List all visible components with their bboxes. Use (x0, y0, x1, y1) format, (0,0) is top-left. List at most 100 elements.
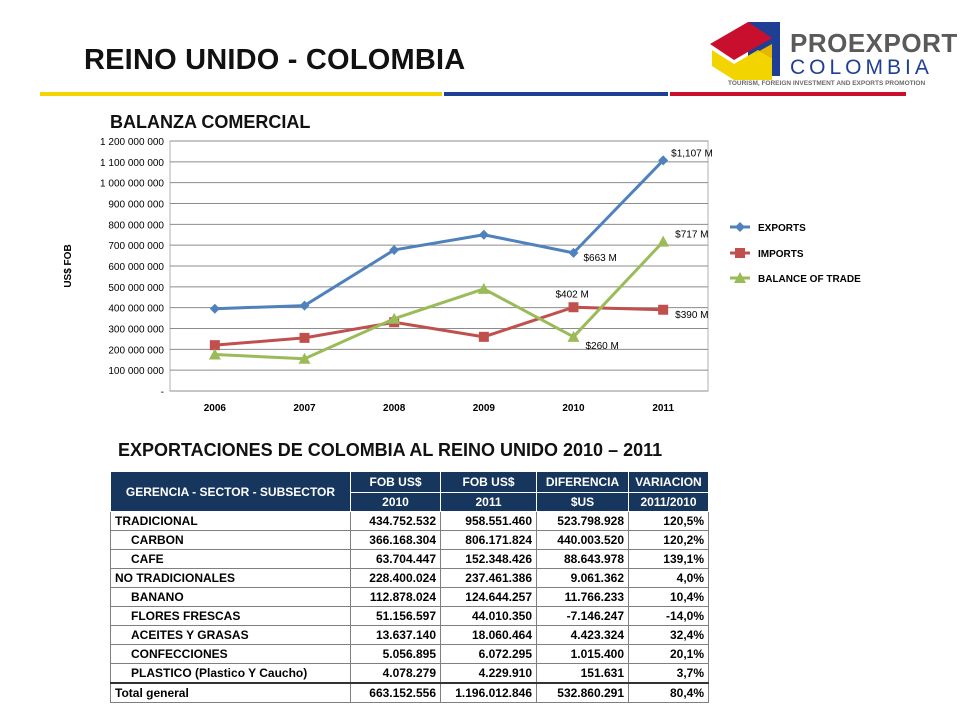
table-section-title: EXPORTACIONES DE COLOMBIA AL REINO UNIDO… (118, 440, 663, 460)
cell-variation: 10,4% (628, 587, 709, 607)
logo-text-proexport: PROEXPORT (790, 28, 958, 58)
table-row: TRADICIONAL 434.752.532 958.551.460 523.798… (110, 511, 709, 531)
cell-variation: 139,1% (628, 549, 709, 569)
y-tick-label: 100 000 000 (108, 366, 164, 377)
data-label: $402 M (556, 289, 589, 300)
y-tick-label: 800 000 000 (108, 220, 164, 231)
header-var-bottom: 2011/2010 (628, 492, 709, 512)
table-row: FLORES FRESCAS 51.156.597 44.010.350 -7.146… (110, 606, 709, 626)
header-dif-top: DIFERENCIA (536, 471, 629, 493)
header-fob2010-top: FOB US$ (350, 471, 441, 493)
data-point (568, 302, 579, 313)
cell-fob-2011: 124.644.257 (440, 587, 537, 607)
legend-marker (735, 248, 745, 258)
row-label: TRADICIONAL (110, 511, 351, 531)
table-total-row: Total general 663.152.556 1.196.012.846 532… (110, 682, 709, 703)
series-line-imports (214, 305, 664, 347)
x-tick-label: 2007 (293, 403, 316, 414)
data-point (478, 331, 489, 342)
legend-label: BALANCE OF TRADE (758, 274, 861, 285)
header-dif-bottom: $US (536, 492, 629, 512)
data-point (658, 304, 669, 315)
cell-difference: 4.423.324 (536, 625, 629, 645)
proexport-logo: PROEXPORT COLOMBIA (708, 14, 957, 90)
x-tick-label: 2008 (383, 403, 406, 414)
data-point (657, 235, 670, 247)
row-label: Total general (110, 682, 351, 703)
cell-difference: 532.860.291 (536, 682, 629, 703)
header-stripe (40, 92, 906, 96)
cell-fob-2011: 4.229.910 (440, 663, 537, 684)
row-label: BANANO (110, 587, 351, 607)
proexport-logo-mark-icon (710, 22, 780, 80)
series-line-balance-of-trade (214, 240, 665, 361)
exports-table: GERENCIA - SECTOR - SUBSECTOR FOB US$ FO… (110, 471, 709, 703)
x-tick-label: 2011 (652, 403, 674, 414)
stripe-blue (444, 92, 668, 96)
row-label: PLASTICO (Plastico Y Caucho) (110, 663, 351, 684)
data-point (478, 229, 489, 240)
cell-fob-2010: 112.878.024 (350, 587, 441, 607)
exports-table-body: TRADICIONAL 434.752.532 958.551.460 523.798… (110, 511, 709, 703)
cell-fob-2011: 1.196.012.846 (440, 682, 537, 703)
data-point (388, 312, 401, 324)
cell-difference: 11.766.233 (536, 587, 629, 607)
cell-fob-2011: 806.171.824 (440, 530, 537, 550)
stripe-yellow (40, 92, 442, 96)
cell-variation: 120,2% (628, 530, 709, 550)
cell-fob-2011: 237.461.386 (440, 568, 537, 588)
y-tick-label: 600 000 000 (108, 262, 164, 273)
logo-text-colombia: COLOMBIA (790, 56, 933, 79)
data-point (208, 348, 221, 360)
cell-difference: 440.003.520 (536, 530, 629, 550)
table-row: BANANO 112.878.024 124.644.257 11.766.233 10… (110, 587, 709, 607)
cell-fob-2010: 366.168.304 (350, 530, 441, 550)
header-sector: GERENCIA - SECTOR - SUBSECTOR (110, 471, 351, 512)
data-point (209, 340, 220, 351)
cell-difference: 523.798.928 (536, 511, 629, 531)
logo-tagline: TOURISM, FOREIGN INVESTMENT AND EXPORTS … (728, 80, 926, 87)
data-point (567, 330, 580, 342)
data-point (299, 332, 310, 343)
y-tick-label: 500 000 000 (108, 283, 164, 294)
cell-variation: 20,1% (628, 644, 709, 664)
y-tick-label: 1 000 000 000 (100, 179, 164, 190)
header-fob2010-bottom: 2010 (350, 492, 441, 512)
exports-table-container: GERENCIA - SECTOR - SUBSECTOR FOB US$ FO… (110, 471, 709, 703)
data-point (389, 244, 400, 255)
y-axis-label: US$ FOB (63, 244, 74, 287)
chart-section-title: BALANZA COMERCIAL (110, 112, 311, 132)
cell-difference: -7.146.247 (536, 606, 629, 626)
y-tick-label: 200 000 000 (108, 345, 164, 356)
cell-variation: -14,0% (628, 606, 709, 626)
data-point (658, 155, 669, 166)
row-label: FLORES FRESCAS (110, 606, 351, 626)
cell-variation: 3,7% (628, 663, 709, 684)
x-tick-label: 2006 (204, 403, 227, 414)
table-row: CARBON 366.168.304 806.171.824 440.003.520 1… (110, 530, 709, 550)
data-point (299, 300, 310, 311)
y-tick-label: 900 000 000 (108, 200, 164, 211)
data-point (298, 352, 311, 364)
row-label: CONFECCIONES (110, 644, 351, 664)
cell-fob-2010: 228.400.024 (350, 568, 441, 588)
y-tick-label: 300 000 000 (108, 325, 164, 336)
cell-variation: 120,5% (628, 511, 709, 531)
table-row: NO TRADICIONALES 228.400.024 237.461.386 9.… (110, 568, 709, 588)
legend-label: EXPORTS (758, 223, 806, 234)
row-label: CAFE (110, 549, 351, 569)
legend-marker (735, 222, 745, 232)
cell-fob-2010: 434.752.532 (350, 511, 441, 531)
cell-fob-2010: 13.637.140 (350, 625, 441, 645)
cell-fob-2010: 663.152.556 (350, 682, 441, 703)
cell-fob-2010: 63.704.447 (350, 549, 441, 569)
data-label: $717 M (675, 230, 708, 241)
stripe-red (670, 92, 906, 96)
y-tick-label: 1 200 000 000 (100, 137, 164, 148)
cell-difference: 88.643.978 (536, 549, 629, 569)
data-point (209, 303, 220, 314)
row-label: NO TRADICIONALES (110, 568, 351, 588)
cell-variation: 4,0% (628, 568, 709, 588)
page-title: REINO UNIDO - COLOMBIA (84, 44, 466, 76)
cell-fob-2011: 18.060.464 (440, 625, 537, 645)
